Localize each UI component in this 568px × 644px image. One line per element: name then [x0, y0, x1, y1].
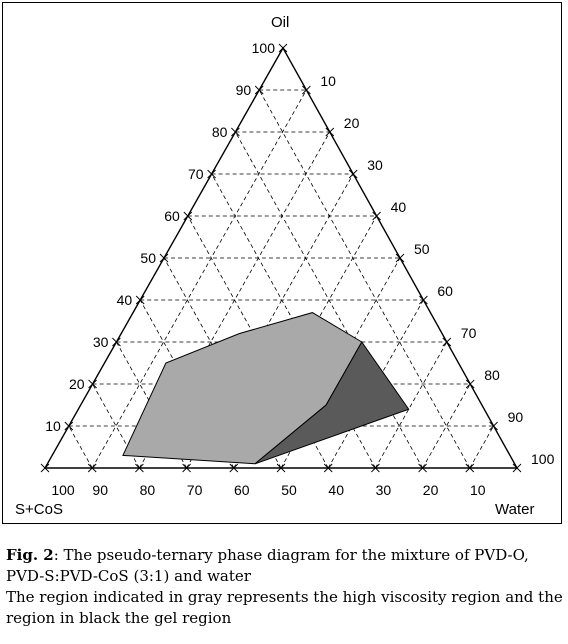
grid-line-water — [91, 89, 307, 469]
tick-label-oil: 80 — [212, 124, 228, 140]
tick-mark-s-cos — [40, 463, 50, 473]
tick-label-s-cos: 60 — [234, 482, 250, 498]
tick-label-s-cos: 70 — [187, 482, 203, 498]
tick-label-s-cos: 80 — [140, 482, 156, 498]
tick-label-oil: 50 — [140, 250, 156, 266]
tick-mark-s-cos — [229, 463, 239, 473]
tick-label-water: 60 — [437, 283, 453, 299]
tick-label-s-cos: 30 — [376, 482, 392, 498]
tick-label-water: 80 — [484, 367, 500, 383]
tick-label-s-cos: 90 — [92, 482, 108, 498]
tick-label-water: 100 — [531, 451, 555, 467]
tick-mark-water — [489, 421, 498, 431]
grid-line-s-cos — [258, 89, 471, 469]
tick-mark-water — [442, 337, 452, 347]
tick-mark-water — [395, 253, 405, 263]
tick-marks — [40, 43, 522, 473]
grid-line-s-cos — [68, 425, 93, 469]
figure-frame: 10 20 30 40 50 60 70 80 90 100 10 20 30 40 50 60 70 80 90 1… — [2, 2, 562, 524]
tick-mark-oil — [183, 211, 193, 221]
vertex-label-s-cos: S+CoS — [15, 501, 63, 518]
tick-mark-water — [465, 379, 475, 389]
tick-label-water: 20 — [344, 115, 360, 131]
tick-label-water: 50 — [414, 241, 430, 257]
tick-label-oil: 70 — [188, 166, 204, 182]
tick-label-s-cos: 10 — [470, 482, 486, 498]
tick-mark-water — [302, 85, 311, 95]
tick-mark-s-cos — [135, 463, 144, 473]
tick-label-oil: 20 — [69, 376, 85, 392]
tick-mark-oil — [278, 43, 288, 53]
caption-title-text: : The pseudo-ternary phase diagram for t… — [6, 546, 529, 585]
tick-mark-oil — [254, 85, 264, 95]
region-high-viscosity — [122, 312, 363, 465]
tick-label-oil: 60 — [164, 208, 180, 224]
tick-labels: 10 20 30 40 50 60 70 80 90 100 10 20 30 40 50 60 70 80 90 1… — [45, 40, 554, 498]
tick-mark-s-cos — [276, 463, 286, 473]
tick-mark-s-cos — [182, 463, 191, 473]
vertex-label-oil: Oil — [271, 14, 289, 31]
tick-label-s-cos: 100 — [51, 482, 75, 498]
caption-note: The region indicated in gray represents … — [6, 588, 563, 627]
tick-label-oil: 100 — [252, 40, 276, 56]
tick-mark-oil — [88, 379, 97, 389]
tick-label-water: 90 — [508, 409, 524, 425]
figure-caption: Fig. 2: The pseudo-ternary phase diagram… — [6, 545, 564, 629]
tick-mark-oil — [159, 253, 169, 263]
grid-line-water — [233, 215, 377, 469]
tick-label-s-cos: 20 — [423, 482, 439, 498]
tick-mark-water — [512, 463, 522, 473]
tick-mark-oil — [231, 127, 240, 137]
tick-mark-water — [325, 127, 335, 137]
tick-mark-oil — [207, 169, 216, 179]
tick-mark-s-cos — [465, 463, 475, 473]
tick-label-oil: 10 — [45, 418, 61, 434]
grid-line-water — [469, 425, 494, 469]
tick-label-water: 30 — [367, 157, 383, 173]
tick-mark-s-cos — [323, 463, 333, 473]
tick-mark-s-cos — [371, 463, 380, 473]
caption-title: Fig. 2: The pseudo-ternary phase diagram… — [6, 545, 564, 587]
tick-mark-s-cos — [418, 463, 427, 473]
tick-label-oil: 40 — [117, 292, 133, 308]
ternary-diagram: 10 20 30 40 50 60 70 80 90 100 10 20 30 40 50 60 70 80 90 1… — [15, 14, 555, 518]
tick-mark-s-cos — [87, 463, 97, 473]
region-gel — [254, 341, 410, 465]
tick-label-water: 10 — [320, 73, 336, 89]
tick-mark-oil — [112, 337, 121, 347]
tick-mark-oil — [64, 421, 74, 431]
tick-mark-water — [372, 211, 381, 221]
tick-label-s-cos: 50 — [281, 482, 297, 498]
tick-mark-oil — [135, 295, 145, 305]
tick-label-water: 40 — [391, 199, 407, 215]
grid-line-s-cos — [187, 215, 329, 469]
grid-line-water — [375, 341, 448, 469]
tick-label-oil: 30 — [93, 334, 109, 350]
tick-label-s-cos: 40 — [328, 482, 344, 498]
tick-mark-water — [348, 169, 358, 179]
phase-regions — [122, 312, 410, 465]
tick-label-water: 70 — [461, 325, 477, 341]
tick-label-oil: 90 — [236, 82, 252, 98]
figure-number: Fig. 2 — [6, 546, 54, 564]
grid-line-water — [422, 383, 471, 469]
vertex-label-water: Water — [495, 501, 534, 518]
tick-mark-water — [419, 295, 428, 305]
